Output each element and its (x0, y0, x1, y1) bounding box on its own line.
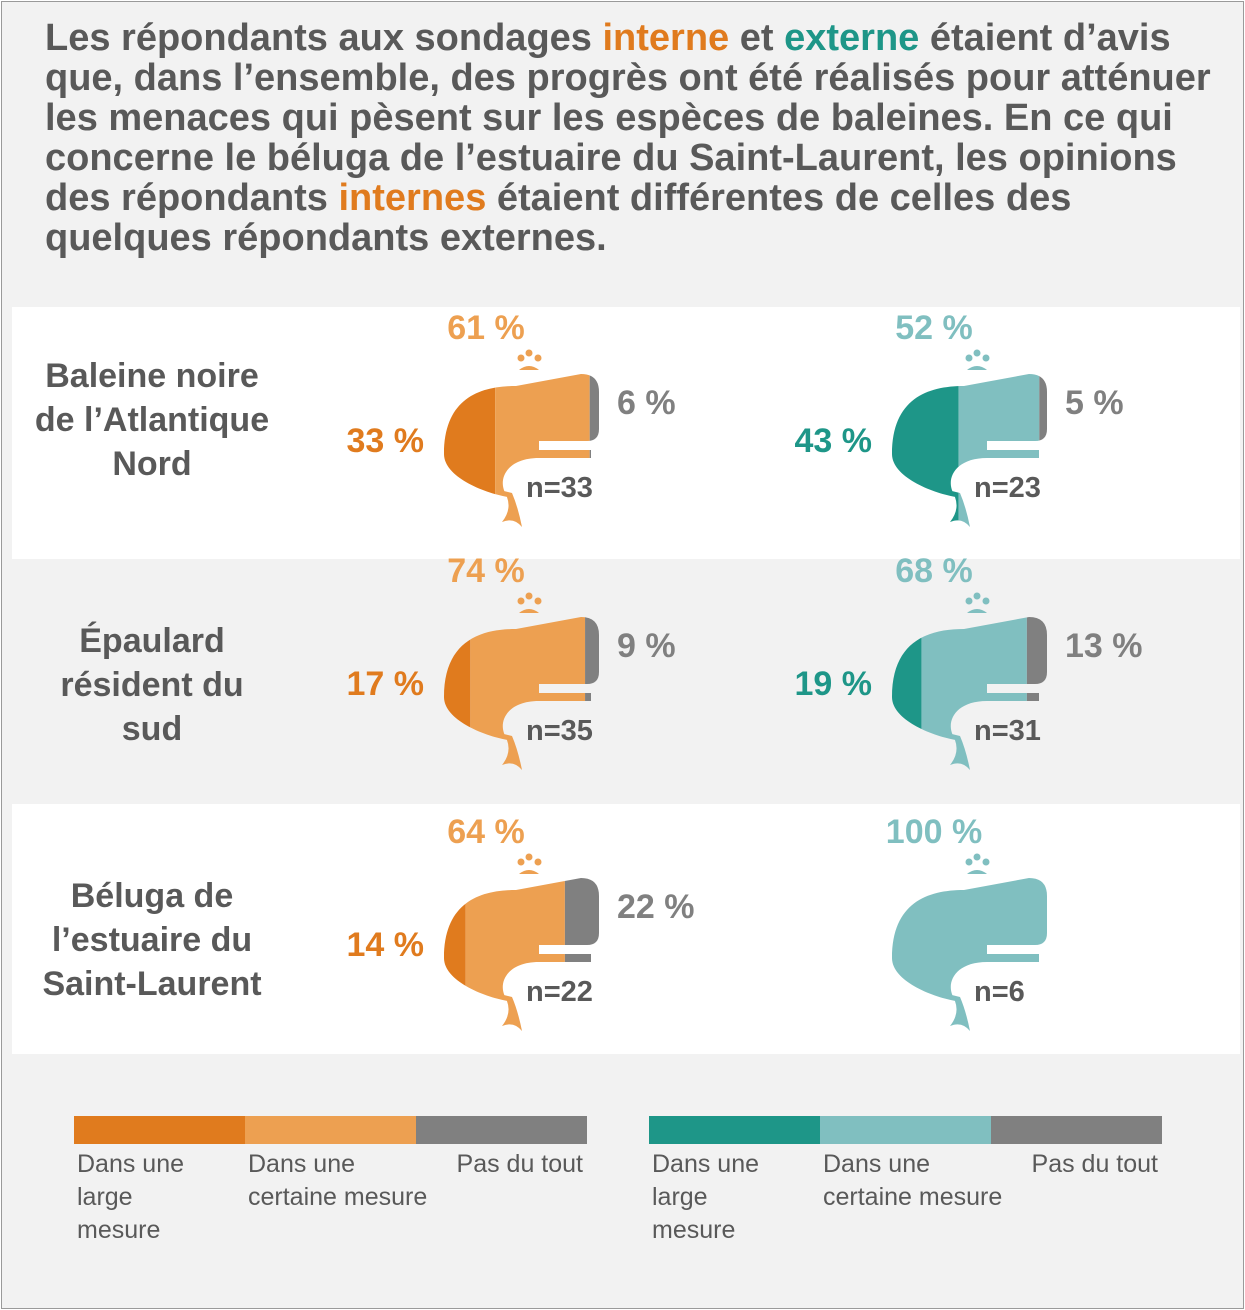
legend-swatch (820, 1116, 991, 1144)
value-label-large: 17 % (347, 665, 425, 703)
value-label-some: 61 % (447, 309, 525, 347)
n-label: n=22 (526, 976, 593, 1008)
headline-part: et (729, 17, 785, 59)
segment-large (892, 617, 922, 770)
segment-some (495, 374, 590, 527)
value-label-none: 13 % (1065, 627, 1143, 665)
segment-none (564, 878, 599, 1031)
value-label-some: 74 % (447, 552, 525, 590)
segment-none (1026, 617, 1047, 770)
headline-part: Les répondants aux sondages (45, 17, 603, 59)
row-label-right-whale: Baleine noire de l’Atlantique Nord (34, 357, 270, 483)
whale-externe-2 (892, 592, 1047, 770)
value-label-none: 6 % (617, 384, 676, 422)
legend-label: Pas du tout (1031, 1150, 1158, 1178)
headline-part: internes (338, 177, 487, 219)
headline-part: étaient différentes de celles des quelqu… (45, 177, 1072, 259)
value-label-large: 43 % (795, 422, 873, 460)
legend-label: Dans une certaine mesure (823, 1150, 1003, 1211)
n-label: n=33 (526, 472, 593, 504)
legend-label: Dans une large mesure (652, 1150, 760, 1244)
whale-interne-1 (444, 349, 599, 527)
segment-large (892, 374, 959, 527)
headline-part: externe (784, 17, 920, 59)
spout-icon (517, 853, 542, 874)
n-label: n=23 (974, 472, 1041, 504)
whale-interne-2 (444, 592, 599, 770)
n-label: n=6 (974, 976, 1025, 1008)
segment-some (958, 374, 1040, 527)
value-label-none: 22 % (617, 888, 695, 926)
spout-icon (965, 853, 990, 874)
segment-some (470, 617, 586, 770)
legend-label: Pas du tout (456, 1150, 583, 1178)
whale-externe-3 (892, 853, 1047, 1031)
segment-large (444, 374, 496, 527)
value-label-large: 33 % (347, 422, 425, 460)
spout-icon (517, 592, 542, 613)
segment-none (1039, 374, 1047, 527)
row-label-killer-whale: Épaulard résident du sud (60, 622, 244, 748)
value-label-large: 14 % (347, 926, 425, 964)
value-label-some: 52 % (895, 309, 973, 347)
whale-externe-1 (892, 349, 1047, 527)
spout-icon (517, 349, 542, 370)
value-label-none: 5 % (1065, 384, 1124, 422)
segment-none (589, 374, 599, 527)
value-label-some: 68 % (895, 552, 973, 590)
whale-interne-3 (444, 853, 599, 1031)
n-label: n=35 (526, 715, 593, 747)
legend-swatch (991, 1116, 1162, 1144)
segment-some (892, 878, 1047, 1031)
segment-large (444, 617, 471, 770)
spout-icon (965, 592, 990, 613)
headline: Les répondants aux sondages interne et e… (45, 18, 1225, 258)
value-label-none: 9 % (617, 627, 676, 665)
segment-none (585, 617, 599, 770)
value-label-some: 64 % (447, 813, 525, 851)
legend-swatch (245, 1116, 416, 1144)
segment-some (921, 617, 1027, 770)
headline-part: interne (602, 17, 730, 59)
n-label: n=31 (974, 715, 1041, 747)
segment-some (465, 878, 565, 1031)
legend-label: Dans une large mesure (77, 1150, 185, 1244)
legend-swatch (649, 1116, 820, 1144)
legend-swatch (74, 1116, 245, 1144)
segment-large (444, 878, 466, 1031)
spout-icon (965, 349, 990, 370)
headline-part: étaient d’avis que, dans l’ensemble, des… (45, 17, 1211, 219)
value-label-large: 19 % (795, 665, 873, 703)
legend-swatch (416, 1116, 587, 1144)
row-label-beluga: Béluga de l’estuaire du Saint-Laurent (42, 877, 262, 1003)
legend-label: Dans une certaine mesure (248, 1150, 428, 1211)
value-label-some: 100 % (886, 813, 982, 851)
